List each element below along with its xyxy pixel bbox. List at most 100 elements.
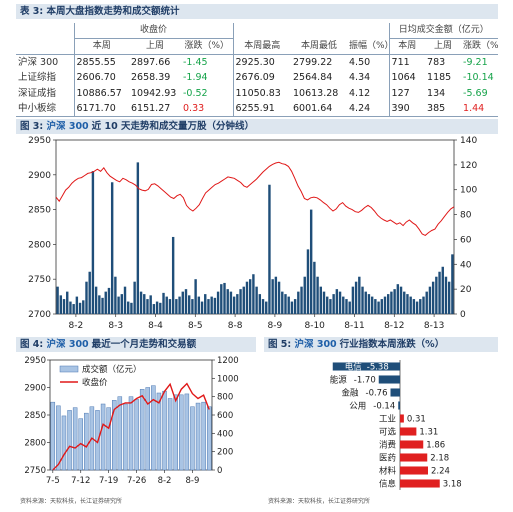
volume-bar — [187, 295, 191, 314]
industry-bar — [400, 427, 417, 436]
turnover-bar — [67, 410, 72, 471]
chart5-source: 资料来源：天软科技，长江证券研究所 — [268, 498, 371, 505]
volume-bar — [412, 299, 416, 314]
table-cell: 4.50 — [349, 57, 371, 68]
volume-bar — [258, 294, 262, 314]
volume-bar — [293, 299, 297, 314]
industry-label: 材料 — [379, 466, 397, 477]
volume-bar — [358, 276, 361, 314]
table-cell: 2564.84 — [293, 72, 333, 84]
volume-bar — [178, 296, 181, 314]
table-cell: 783 — [427, 57, 446, 68]
volume-bar — [155, 301, 159, 314]
col-header: 涨跌（%） — [461, 38, 499, 55]
industry-value: -0.14 — [373, 402, 395, 412]
industry-label: 电信 — [345, 362, 363, 373]
industry-value: -5.38 — [367, 363, 389, 373]
volume-bar — [133, 281, 136, 314]
x-tick-label: 8-4 — [148, 321, 163, 331]
table-cell: 6255.91 — [232, 101, 291, 117]
turnover-bar — [123, 403, 128, 471]
x-tick-label: 8-9 — [268, 321, 283, 331]
x-tick-label: 7-19 — [99, 476, 118, 486]
turnover-bar — [151, 385, 156, 471]
volume-bar — [130, 302, 133, 314]
industry-bar — [400, 479, 440, 488]
turnover-bar — [184, 393, 190, 471]
y-right-tick-label: 1200 — [217, 356, 239, 366]
volume-bar — [210, 296, 213, 314]
volume-bar — [165, 296, 168, 314]
y-left-tick-label: 2950 — [28, 136, 51, 146]
x-tick-label: 8-2 — [69, 321, 84, 331]
y-left-tick-label: 2900 — [24, 384, 46, 394]
col-header: 上周 — [129, 38, 181, 55]
x-tick-label: 7-5 — [46, 476, 60, 486]
volume-bar — [428, 286, 432, 314]
chart4-source: 资料来源：天软科技，长江证券研究所 — [20, 498, 123, 505]
industry-value: 3.18 — [443, 480, 462, 490]
y-right-tick-label: 120 — [460, 161, 477, 171]
y-right-tick-label: 100 — [460, 186, 477, 196]
turnover-bar — [84, 412, 89, 471]
turnover-bar — [72, 407, 78, 471]
col-header: 本周最低 — [291, 38, 347, 55]
volume-bar — [88, 271, 91, 314]
volume-bar — [146, 299, 149, 314]
table-cell: 11050.83 — [232, 85, 291, 101]
volume-bar — [332, 294, 335, 314]
volume-bar — [351, 286, 355, 314]
table-row: 深证成指 10886.57 10942.93 -0.52 11050.83 10613.2… — [16, 85, 498, 101]
turnover-bar — [190, 406, 195, 471]
volume-bar — [354, 281, 358, 314]
csi300-month-chart: 2750 2800 2850 2900 2950 0 200 400 600 800 1000 120… — [24, 356, 239, 486]
volume-bar — [245, 281, 249, 314]
table-cell: -10.14 — [463, 72, 494, 84]
industry-value: 0.31 — [407, 415, 426, 425]
volume-bar — [223, 282, 226, 314]
industry-bar — [400, 453, 428, 462]
volume-bar — [265, 301, 268, 314]
volume-bar — [91, 171, 95, 314]
volume-bar — [162, 292, 165, 314]
turnover-bar — [167, 398, 173, 471]
volume-bar — [271, 279, 274, 314]
volume-bar — [248, 279, 252, 314]
volume-bar — [175, 299, 178, 314]
volume-bar — [82, 300, 85, 314]
volume-bar — [184, 289, 188, 314]
table-cell: 2897.66 — [131, 57, 171, 68]
volume-bar — [94, 286, 98, 314]
table-cell: 1.44 — [461, 101, 499, 117]
turnover-bar — [134, 399, 139, 471]
table-cell: -9.21 — [463, 57, 488, 68]
volume-bar — [300, 286, 303, 314]
table-cell: 10886.57 — [73, 85, 129, 101]
volume-bar — [226, 289, 229, 314]
industry-value: 2.24 — [431, 467, 450, 477]
volume-bar — [139, 291, 143, 314]
industry-label: 可选 — [379, 427, 397, 438]
y-left-tick-label: 2700 — [28, 310, 51, 320]
table-cell: 1064 — [388, 70, 426, 86]
volume-bar — [194, 279, 197, 314]
industry-bar — [390, 388, 400, 397]
volume-bar — [419, 299, 422, 314]
turnover-bar — [156, 392, 162, 471]
y-right-tick-label: 800 — [217, 393, 233, 403]
volume-bar — [123, 286, 127, 314]
volume-bar — [159, 302, 162, 314]
volume-bar — [232, 296, 236, 314]
volume-bar — [72, 304, 75, 314]
volume-bar — [107, 287, 111, 314]
volume-bar — [335, 289, 339, 314]
volume-bar — [239, 289, 242, 314]
volume-bar — [297, 291, 300, 314]
y-left-tick-label: 2750 — [28, 275, 51, 285]
chart4-title: 图 4: 沪深 300 最近一个月走势和交易额 — [16, 337, 256, 352]
industry-label: 消费 — [379, 440, 397, 451]
volume-bar — [342, 296, 345, 314]
volume-bar — [367, 294, 371, 314]
table-cell: 4.24 — [347, 101, 390, 117]
turnover-bar — [50, 401, 56, 471]
